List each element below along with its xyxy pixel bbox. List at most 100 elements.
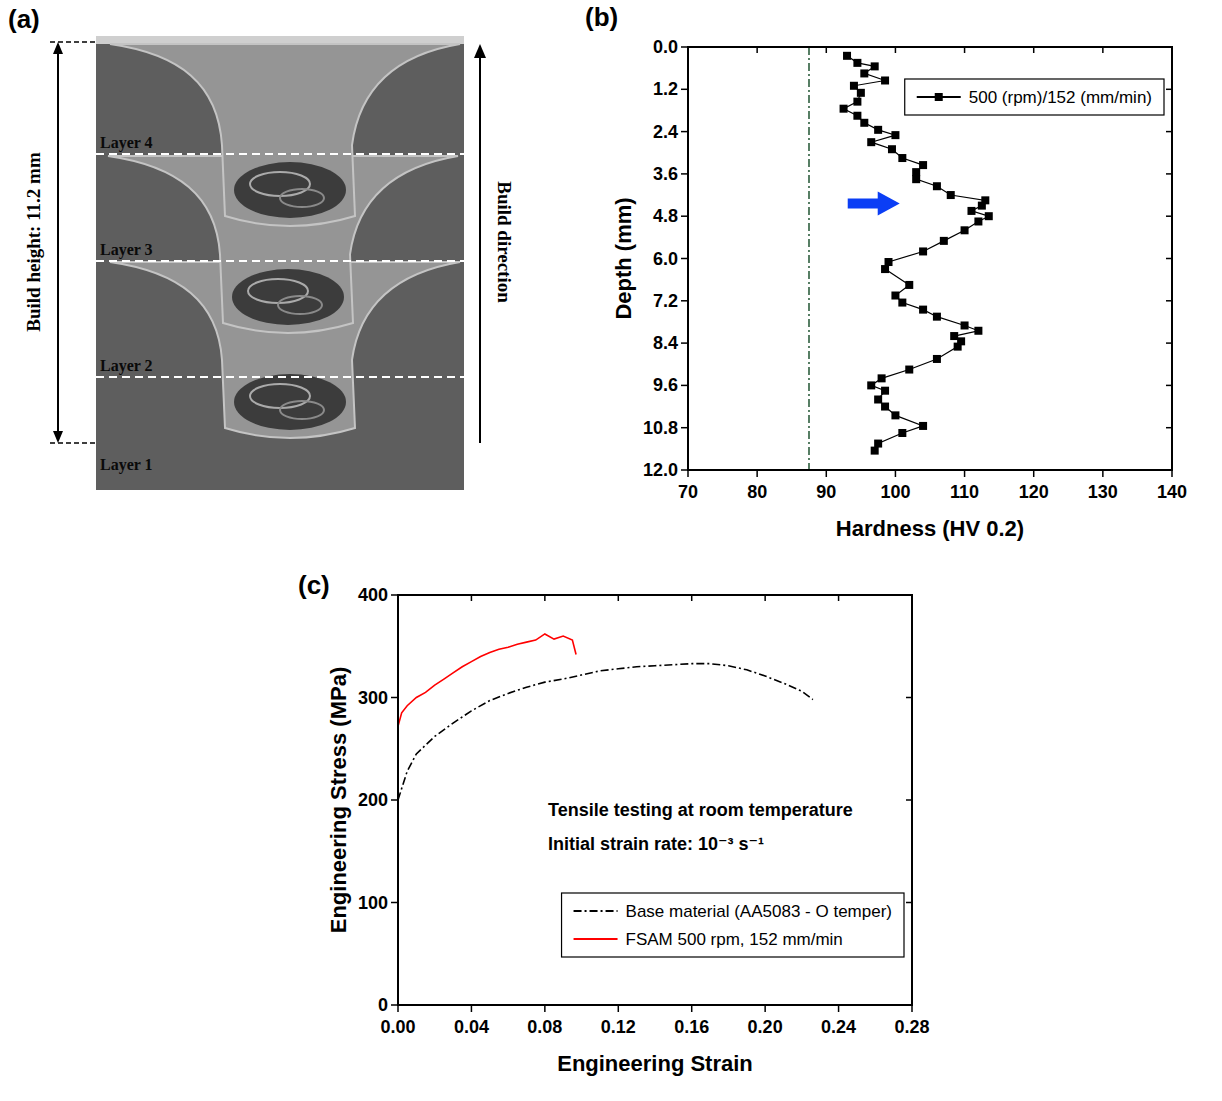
onion-ring xyxy=(280,401,324,419)
x-tick-label: 70 xyxy=(678,482,698,502)
x-tick-label: 0.12 xyxy=(601,1017,636,1037)
x-axis-title: Hardness (HV 0.2) xyxy=(836,516,1024,541)
panel-2: (c)0.000.040.080.120.160.200.240.2801002… xyxy=(298,570,930,1076)
y-tick xyxy=(391,1004,398,1006)
y-axis-title: Engineering Stress (MPa) xyxy=(326,667,351,934)
x-axis-title: Engineering Strain xyxy=(557,1051,753,1076)
marker xyxy=(857,89,865,97)
x-tick xyxy=(838,1005,840,1012)
y-tick-label: 2.4 xyxy=(653,122,678,142)
nugget xyxy=(232,269,344,325)
y-tick xyxy=(681,427,688,429)
x-tick-label: 0.00 xyxy=(380,1017,415,1037)
marker xyxy=(919,247,927,255)
x-tick-label: 100 xyxy=(880,482,910,502)
y-tick xyxy=(681,342,688,344)
marker xyxy=(961,226,969,234)
marker xyxy=(891,131,899,139)
x-tick xyxy=(911,1005,913,1012)
stir-zone xyxy=(108,156,458,333)
marker xyxy=(867,381,875,389)
x-tick-label: 110 xyxy=(950,482,979,502)
dimension-line xyxy=(50,41,96,43)
marker xyxy=(850,82,858,90)
x-tick xyxy=(764,1005,766,1012)
marker xyxy=(891,411,899,419)
series-line xyxy=(398,664,813,800)
y-axis-title: Depth (mm) xyxy=(611,197,636,319)
onion-ring xyxy=(280,189,324,207)
y-tick-label: 0.0 xyxy=(653,37,678,57)
marker xyxy=(885,258,893,266)
marker xyxy=(881,403,889,411)
legend-swatch xyxy=(574,910,618,912)
onion-ring xyxy=(278,296,322,314)
marker xyxy=(919,161,927,169)
plot-frame xyxy=(398,595,912,1005)
marker xyxy=(905,281,913,289)
marker xyxy=(898,299,906,307)
marker xyxy=(967,207,975,215)
marker xyxy=(874,396,882,404)
y-tick xyxy=(681,300,688,302)
x-tick xyxy=(1102,470,1104,477)
layer-label: Layer 4 xyxy=(100,134,153,152)
marker xyxy=(961,321,969,329)
x-tick xyxy=(895,470,897,477)
legend-marker xyxy=(935,93,943,101)
panel-a: (a)Layer 4Layer 3Layer 2Layer 1Build hei… xyxy=(8,4,515,490)
x-tick xyxy=(544,1005,546,1012)
x-tick xyxy=(618,1005,620,1012)
marker xyxy=(947,191,955,199)
x-tick xyxy=(471,1005,473,1012)
marker xyxy=(919,306,927,314)
y-tick xyxy=(681,469,688,471)
y-tick-label: 9.6 xyxy=(653,375,678,395)
layer-label: Layer 1 xyxy=(100,456,153,474)
build-direction-label: Build direction xyxy=(494,181,515,303)
x-tick xyxy=(1033,470,1035,477)
marker xyxy=(933,355,941,363)
y-tick-label: 100 xyxy=(358,893,388,913)
marker xyxy=(843,52,851,60)
panel-letter: (a) xyxy=(8,4,40,34)
y-tick xyxy=(681,173,688,175)
marker xyxy=(888,145,896,153)
plot-area xyxy=(398,634,813,800)
y-tick xyxy=(391,799,398,801)
x-tick xyxy=(826,470,828,477)
y-tick xyxy=(681,46,688,48)
x-tick-label: 0.04 xyxy=(454,1017,489,1037)
direction-arrow xyxy=(479,56,481,443)
nugget xyxy=(234,374,346,430)
y-tick xyxy=(681,215,688,217)
plot-frame xyxy=(688,47,1172,470)
y-tick-label: 12.0 xyxy=(643,460,678,480)
marker xyxy=(898,154,906,162)
x-tick-label: 80 xyxy=(747,482,767,502)
marker xyxy=(985,212,993,220)
x-tick xyxy=(687,470,689,477)
dimension-arrow xyxy=(57,50,59,435)
arrow-head xyxy=(53,42,63,54)
x-tick-label: 0.20 xyxy=(748,1017,783,1037)
x-tick xyxy=(397,1005,399,1012)
layer-label: Layer 2 xyxy=(100,357,153,375)
y-tick xyxy=(391,902,398,904)
build-height-label: Build height: 11.2 mm xyxy=(23,152,44,332)
y-tick-label: 8.4 xyxy=(653,333,678,353)
marker xyxy=(954,343,962,351)
marker xyxy=(840,105,848,113)
marker xyxy=(919,422,927,430)
x-tick xyxy=(964,470,966,477)
x-tick-label: 130 xyxy=(1088,482,1118,502)
annotation: Initial strain rate: 10⁻³ s⁻¹ xyxy=(548,834,764,854)
y-tick-label: 200 xyxy=(358,790,388,810)
dimension-line xyxy=(50,442,96,444)
onion-ring xyxy=(250,384,310,408)
x-tick xyxy=(691,1005,693,1012)
marker xyxy=(867,138,875,146)
legend-label: Base material (AA5083 - O temper) xyxy=(626,902,892,921)
legend-label: FSAM 500 rpm, 152 mm/min xyxy=(626,930,843,949)
marker xyxy=(853,112,861,120)
